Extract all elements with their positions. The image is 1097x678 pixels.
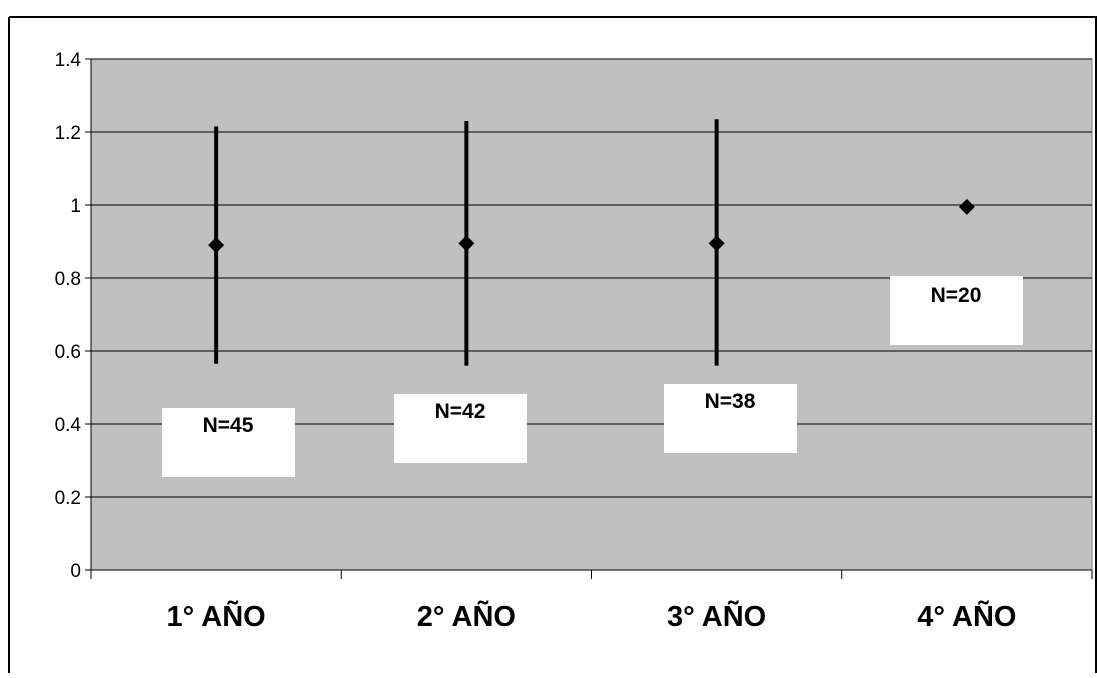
annotations: N=45 N=42 N=38 N=20 [162, 276, 1023, 477]
data-point-marker [208, 237, 225, 254]
y-tick-label: 0.6 [55, 342, 81, 363]
y-tick-label: 0.8 [55, 269, 81, 290]
annotation-label: N=45 [203, 414, 254, 437]
data-point-marker [958, 198, 975, 215]
data-point-marker [458, 235, 475, 252]
y-axis: 0 0.2 0.4 0.6 0.8 1 1.2 1.4 [55, 50, 92, 582]
outer-frame [8, 16, 1097, 673]
y-tick-label: 1.2 [55, 123, 81, 144]
x-tick-label: 2° AÑO [417, 599, 516, 633]
annotation-label: N=20 [931, 284, 982, 307]
annotation-box [162, 408, 295, 477]
annotation-label: N=42 [435, 400, 486, 423]
y-tick-label: 0 [70, 561, 81, 582]
y-tick-label: 1 [70, 196, 81, 217]
annotation-label: N=38 [705, 390, 756, 413]
x-tick-label: 3° AÑO [667, 599, 766, 633]
x-tick-label: 1° AÑO [167, 599, 266, 633]
annotation-box [664, 384, 797, 453]
y-tick-label: 1.4 [55, 50, 82, 71]
x-tick-label: 4° AÑO [917, 599, 1016, 633]
x-axis: 1° AÑO 2° AÑO 3° AÑO 4° AÑO [90, 569, 1093, 633]
annotation-box [394, 394, 527, 463]
markers [208, 198, 975, 254]
annotation-box [890, 276, 1023, 345]
y-tick-label: 0.2 [55, 488, 81, 509]
data-point-marker [708, 235, 725, 252]
y-tick-label: 0.4 [55, 415, 82, 436]
